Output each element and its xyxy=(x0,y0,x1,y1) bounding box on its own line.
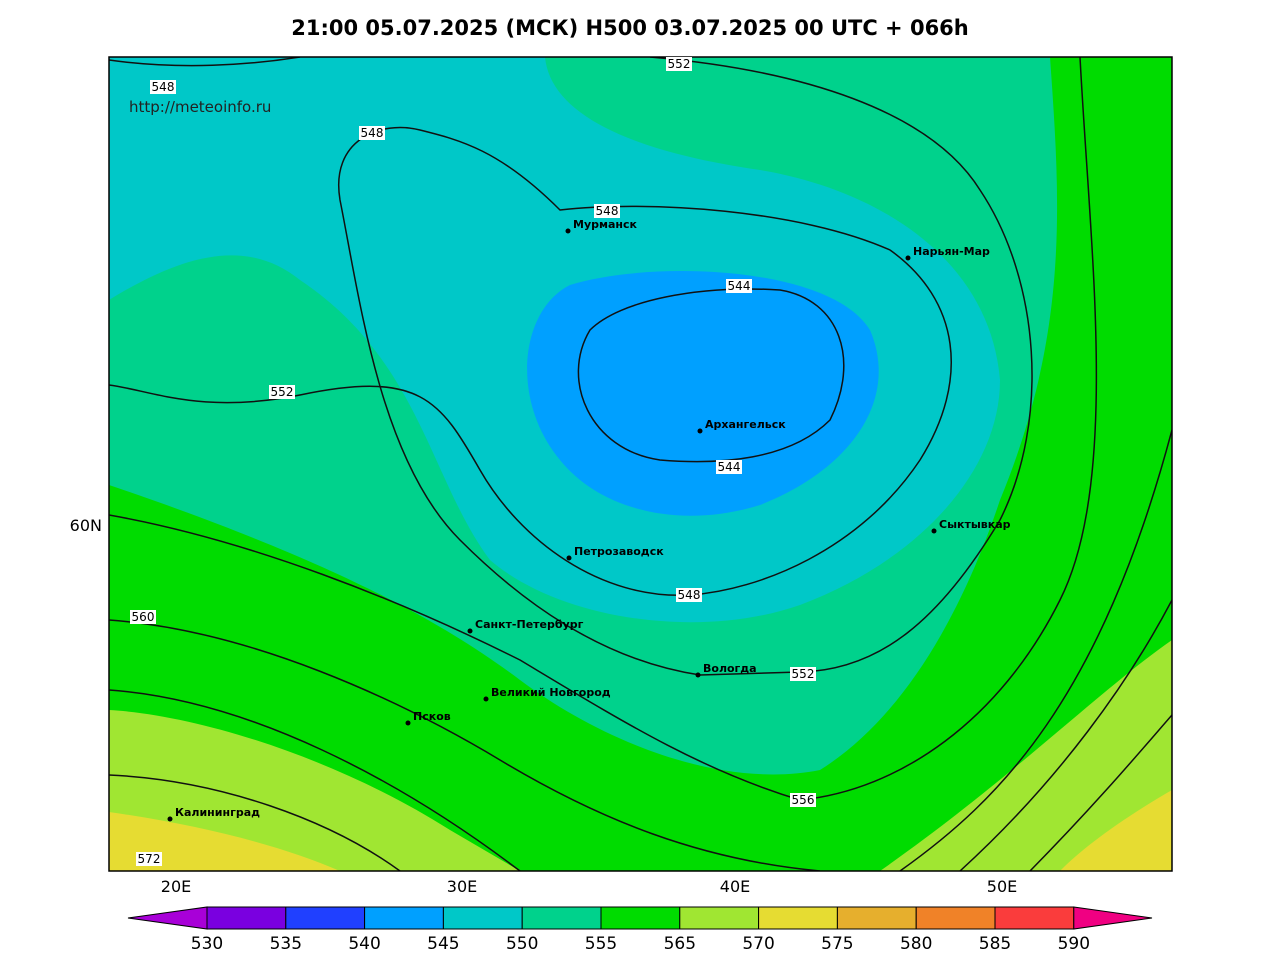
colorbar-box xyxy=(758,906,838,930)
city-dot xyxy=(565,228,571,234)
lon-label: 40E xyxy=(720,877,750,896)
colorbar-label: 575 xyxy=(821,934,853,954)
colorbar-label: 545 xyxy=(427,934,459,954)
colorbar-end xyxy=(1073,906,1153,930)
colorbar-label: 550 xyxy=(506,934,538,954)
colorbar-box xyxy=(915,906,996,930)
colorbar-box xyxy=(679,906,760,930)
city-label: Псков xyxy=(413,710,451,723)
colorbar-label: 530 xyxy=(191,934,223,954)
contour-label-bg xyxy=(716,460,742,474)
city-dot xyxy=(167,816,173,822)
contour-label-bg xyxy=(359,126,385,140)
colorbar-box xyxy=(600,906,681,930)
city-dot xyxy=(695,672,701,678)
city-dot xyxy=(905,255,911,261)
lon-label: 50E xyxy=(987,877,1017,896)
contour-label-bg xyxy=(790,793,816,807)
city-dot xyxy=(483,696,489,702)
contour-label-bg xyxy=(676,588,702,602)
contour-label: 552 xyxy=(271,385,294,399)
contours xyxy=(109,57,1172,871)
city-label: Архангельск xyxy=(705,418,786,431)
contour-label: 552 xyxy=(792,667,815,681)
city-dot xyxy=(697,428,703,434)
city-label: Сыктывкар xyxy=(939,518,1011,531)
colorbar-label: 585 xyxy=(979,934,1011,954)
contour-label: 548 xyxy=(152,80,175,94)
contour-label-bg xyxy=(136,852,162,866)
colorbar-label: 580 xyxy=(900,934,932,954)
colorbar-box xyxy=(836,906,917,930)
source-url: http://meteoinfo.ru xyxy=(129,98,271,116)
contour-label-bg xyxy=(130,610,156,624)
colorbar-label: 590 xyxy=(1058,934,1090,954)
map-frame xyxy=(108,56,1173,872)
colorbar-box xyxy=(364,906,444,930)
colorbar-box xyxy=(994,906,1075,930)
contour-label: 572 xyxy=(138,852,161,866)
colorbar-box xyxy=(521,906,602,930)
field xyxy=(109,710,520,871)
colorbar-end xyxy=(127,906,208,930)
map xyxy=(109,57,1172,871)
contour-label: 548 xyxy=(596,204,619,218)
contour-label: 544 xyxy=(728,279,751,293)
colorbar-box xyxy=(442,906,523,930)
city-dot xyxy=(931,528,937,534)
city-dot xyxy=(405,720,411,726)
city-dot xyxy=(467,628,473,634)
contour-label-bg xyxy=(790,667,816,681)
lon-label: 30E xyxy=(447,877,477,896)
contour-label: 548 xyxy=(678,588,701,602)
colorbar-label: 555 xyxy=(585,934,617,954)
colorbar-label: 565 xyxy=(664,934,696,954)
colorbar-box xyxy=(206,906,287,930)
colorbar-label: 535 xyxy=(270,934,302,954)
contour-label-bg xyxy=(726,279,752,293)
contour-label-bg xyxy=(150,80,176,94)
contour-label-bg xyxy=(594,204,620,218)
contour-label: 556 xyxy=(792,793,815,807)
city-label: Мурманск xyxy=(573,218,638,231)
contour-label: 544 xyxy=(718,460,741,474)
city-label: Великий Новгород xyxy=(491,686,611,699)
contour-label: 548 xyxy=(361,126,384,140)
colorbar-box xyxy=(285,906,366,930)
title: 21:00 05.07.2025 (МСК) H500 03.07.2025 0… xyxy=(291,16,969,40)
contour-label: 552 xyxy=(668,57,691,71)
lat-label: 60N xyxy=(70,516,102,535)
field xyxy=(1060,790,1172,871)
city-label: Нарьян-Мар xyxy=(913,245,990,258)
field xyxy=(880,640,1172,871)
lon-label: 20E xyxy=(161,877,191,896)
city-label: Санкт-Петербург xyxy=(475,618,584,631)
contour-label-bg xyxy=(666,57,692,71)
city-dot xyxy=(566,555,572,561)
city-label: Петрозаводск xyxy=(574,545,664,558)
colorbar-label: 570 xyxy=(742,934,774,954)
field xyxy=(109,812,340,871)
city-label: Вологда xyxy=(703,662,757,675)
city-label: Калининград xyxy=(175,806,260,819)
contour-label: 560 xyxy=(132,610,155,624)
colorbar-label: 540 xyxy=(348,934,380,954)
field xyxy=(527,271,879,516)
contour-label-bg xyxy=(269,385,295,399)
